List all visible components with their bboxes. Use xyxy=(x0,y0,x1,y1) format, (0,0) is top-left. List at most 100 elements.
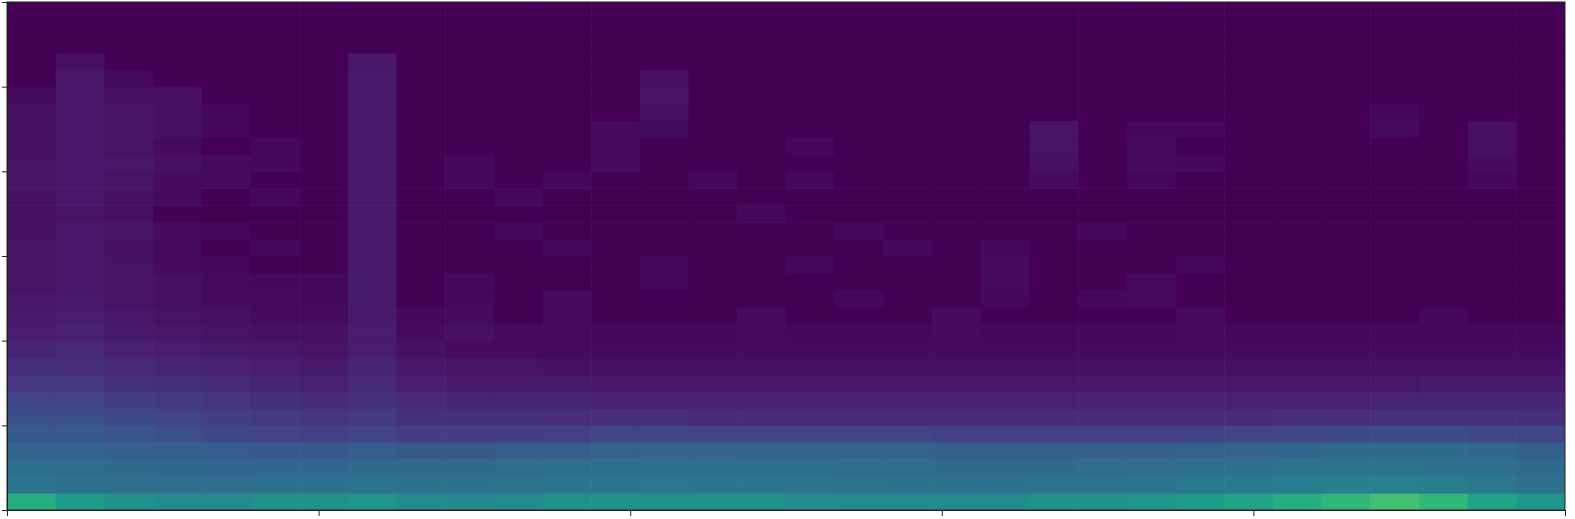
cell xyxy=(56,408,105,426)
cell xyxy=(591,188,640,206)
cell xyxy=(299,341,348,359)
tick-mark xyxy=(2,510,7,511)
cell xyxy=(1419,307,1468,325)
cell xyxy=(1516,273,1565,291)
cell xyxy=(1029,36,1078,54)
cell xyxy=(1322,273,1371,291)
cell xyxy=(640,358,689,376)
cell xyxy=(153,358,202,376)
cell xyxy=(981,290,1030,308)
cell xyxy=(932,476,981,494)
cell xyxy=(640,137,689,155)
cell xyxy=(1370,70,1419,88)
cell xyxy=(1273,307,1322,325)
cell xyxy=(202,391,251,409)
cell xyxy=(1322,53,1371,71)
cell xyxy=(689,256,738,274)
cell xyxy=(737,104,786,122)
cell xyxy=(1273,459,1322,477)
cell xyxy=(1516,375,1565,393)
cell xyxy=(1078,171,1127,189)
cell xyxy=(689,19,738,37)
cell xyxy=(1468,205,1517,223)
cell xyxy=(1273,19,1322,37)
cell xyxy=(1224,391,1273,409)
cell xyxy=(1224,19,1273,37)
cell xyxy=(1468,121,1517,139)
cell xyxy=(348,307,397,325)
cell xyxy=(1176,307,1225,325)
cell xyxy=(299,425,348,443)
cell xyxy=(981,137,1030,155)
cell xyxy=(202,239,251,257)
cell xyxy=(1029,425,1078,443)
tick-mark xyxy=(319,510,320,516)
cell xyxy=(883,256,932,274)
cell xyxy=(591,391,640,409)
cell xyxy=(202,290,251,308)
cell xyxy=(202,307,251,325)
cell xyxy=(153,188,202,206)
cell xyxy=(1273,341,1322,359)
cell xyxy=(1224,375,1273,393)
cell xyxy=(56,324,105,342)
cell xyxy=(737,273,786,291)
cell xyxy=(689,154,738,172)
cell xyxy=(591,70,640,88)
cell xyxy=(1419,87,1468,105)
cell xyxy=(1516,154,1565,172)
cell xyxy=(1370,36,1419,54)
cell xyxy=(104,87,153,105)
cell xyxy=(56,205,105,223)
cell xyxy=(835,459,884,477)
cell xyxy=(104,341,153,359)
cell xyxy=(348,154,397,172)
cell xyxy=(202,53,251,71)
cell xyxy=(1127,171,1176,189)
cell xyxy=(104,375,153,393)
cell xyxy=(1176,358,1225,376)
cell xyxy=(153,425,202,443)
cell xyxy=(591,53,640,71)
cell xyxy=(1419,324,1468,342)
cell xyxy=(397,425,446,443)
cell xyxy=(494,324,543,342)
cell xyxy=(689,53,738,71)
cell xyxy=(786,476,835,494)
cell xyxy=(591,137,640,155)
cell xyxy=(250,171,299,189)
tick xyxy=(2,87,7,88)
cell xyxy=(104,2,153,20)
cell xyxy=(1322,154,1371,172)
cell xyxy=(299,2,348,20)
cell xyxy=(591,307,640,325)
cell xyxy=(591,154,640,172)
cell xyxy=(786,256,835,274)
cell xyxy=(689,391,738,409)
cell xyxy=(1419,154,1468,172)
cell xyxy=(445,341,494,359)
cell xyxy=(640,121,689,139)
cell xyxy=(591,358,640,376)
cell xyxy=(348,19,397,37)
cell xyxy=(104,154,153,172)
cell xyxy=(56,493,105,510)
cell xyxy=(1516,19,1565,37)
cell xyxy=(1029,493,1078,510)
cell xyxy=(299,256,348,274)
cell xyxy=(1322,425,1371,443)
cell xyxy=(1516,442,1565,460)
cell xyxy=(1322,137,1371,155)
cell xyxy=(1370,425,1419,443)
cell xyxy=(250,425,299,443)
cell xyxy=(689,70,738,88)
cell xyxy=(1078,425,1127,443)
cell xyxy=(932,493,981,510)
cell xyxy=(1370,459,1419,477)
cell xyxy=(445,459,494,477)
cell xyxy=(1127,476,1176,494)
cell xyxy=(202,273,251,291)
cell xyxy=(737,239,786,257)
cell xyxy=(153,459,202,477)
cell xyxy=(1516,239,1565,257)
